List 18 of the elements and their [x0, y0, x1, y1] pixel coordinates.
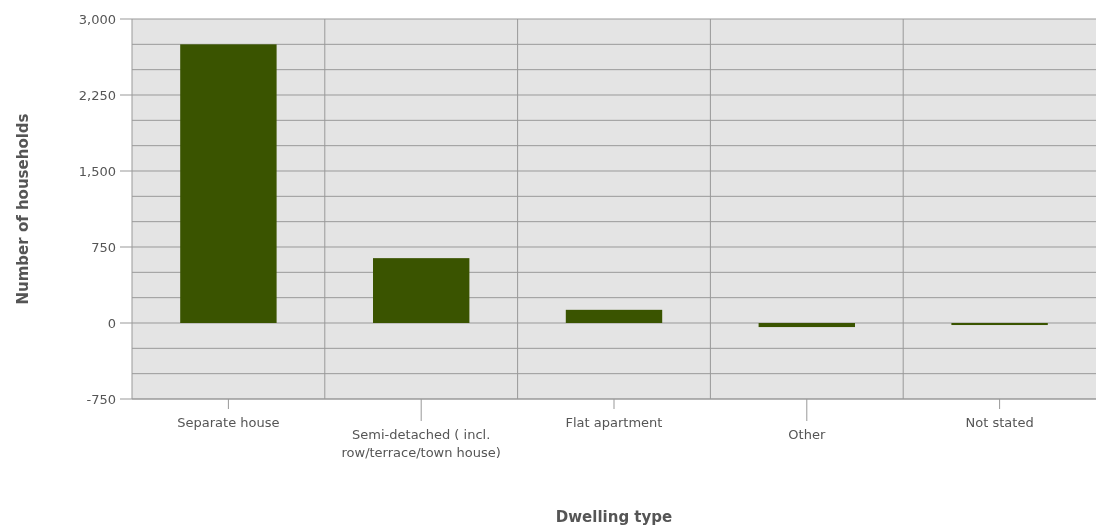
x-tick-label: Semi-detached ( incl. row/terrace/town house)	[341, 427, 501, 460]
bar	[180, 44, 277, 323]
y-axis-title: Number of households	[14, 113, 32, 305]
bar	[758, 323, 855, 328]
x-tick-label: Flat apartment	[565, 415, 663, 430]
y-tick-label: 2,250	[78, 87, 116, 103]
bar	[373, 258, 470, 323]
y-tick-label: 750	[91, 239, 116, 255]
y-tick-label: 1,500	[78, 163, 116, 179]
x-axis-title: Dwelling type	[555, 508, 673, 526]
x-tick-label: Other	[788, 427, 826, 442]
y-tick-label: -750	[86, 391, 116, 407]
bar	[565, 309, 663, 323]
x-tick-label: Separate house	[177, 415, 280, 430]
y-tick-label: 3,000	[78, 11, 116, 27]
x-tick-label: Not stated	[965, 415, 1034, 430]
y-tick-label: 0	[107, 315, 116, 331]
bar	[951, 323, 1048, 326]
